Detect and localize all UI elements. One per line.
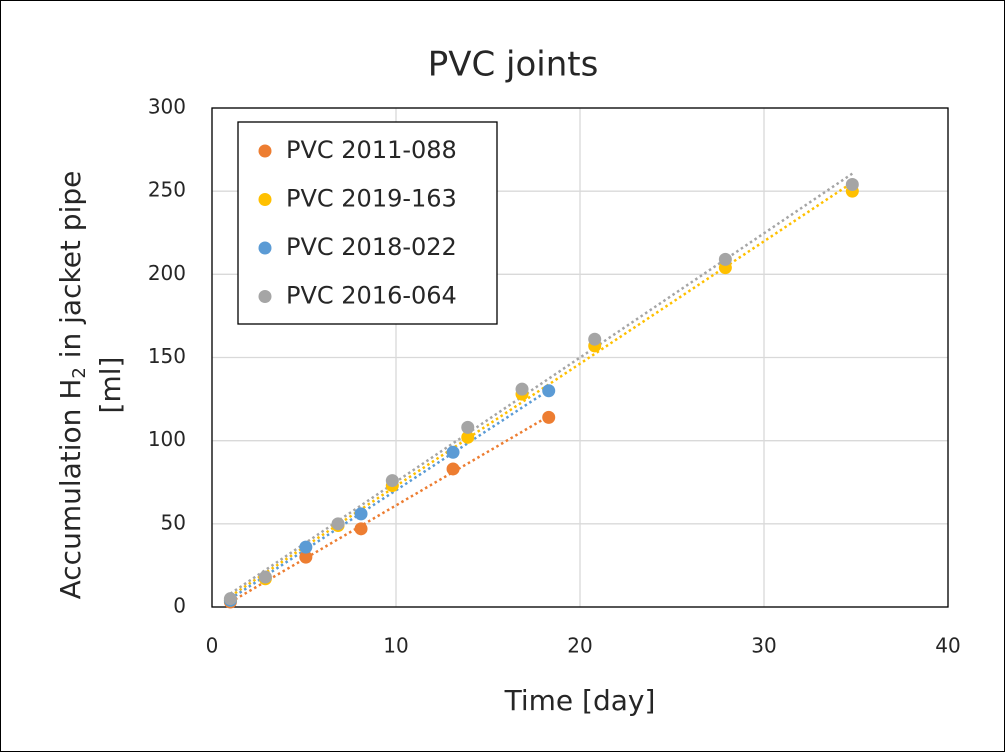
point	[385, 474, 399, 488]
point	[258, 570, 272, 584]
point	[299, 550, 313, 564]
point	[845, 178, 859, 192]
y-tick-label: 200	[148, 261, 186, 285]
trendline	[229, 181, 854, 598]
y-tick-label: 150	[148, 344, 186, 368]
point	[542, 410, 556, 424]
point	[515, 382, 529, 396]
point	[461, 430, 475, 444]
point	[461, 420, 475, 434]
y-tick-label: 100	[148, 427, 186, 451]
trendlines	[229, 172, 854, 604]
y-axis-label: Accumulation H2 in jacket pipe	[54, 171, 90, 600]
legend-marker	[258, 144, 272, 158]
y-label-subscript: 2	[69, 367, 90, 378]
legend-marker	[258, 193, 272, 206]
x-tick-label: 40	[935, 634, 960, 658]
y-tick-label: 50	[161, 510, 186, 534]
legend-label: PVC 2019-163	[286, 185, 457, 213]
legend-label: PVC 2016-064	[286, 282, 457, 310]
legend-marker	[258, 290, 272, 303]
point	[331, 517, 345, 531]
y-label-rest: in jacket pipe	[54, 171, 87, 368]
point	[354, 507, 368, 521]
marks	[223, 178, 859, 609]
trendline	[229, 172, 854, 595]
legend-label: PVC 2018-022	[286, 233, 457, 261]
x-tick-label: 0	[206, 634, 219, 658]
point	[299, 540, 313, 554]
x-tick-label: 20	[567, 634, 592, 658]
point	[542, 384, 556, 398]
point	[446, 445, 460, 459]
y-tick-label: 300	[148, 95, 186, 119]
y-tick-label: 250	[148, 178, 186, 202]
y-axis-label-line2: [ml]	[94, 357, 127, 414]
x-tick-label: 10	[383, 634, 408, 658]
trendline	[229, 415, 550, 604]
legend-label: PVC 2011-088	[286, 136, 457, 164]
point	[718, 252, 732, 266]
x-axis-label: Time [day]	[504, 684, 656, 717]
legend: PVC 2011-088 PVC 2019-163 PVC 2018-022 PVC …	[237, 121, 498, 325]
x-tick-label: 30	[751, 634, 776, 658]
chart-title: PVC joints	[428, 45, 599, 85]
point	[446, 462, 460, 476]
point	[223, 592, 237, 606]
legend-marker	[258, 241, 272, 255]
y-label-main: Accumulation H	[54, 379, 87, 600]
point	[588, 332, 602, 346]
plot-frame	[211, 107, 949, 608]
point	[354, 522, 368, 536]
legend-box	[237, 121, 498, 325]
y-tick-label: 0	[173, 594, 186, 618]
